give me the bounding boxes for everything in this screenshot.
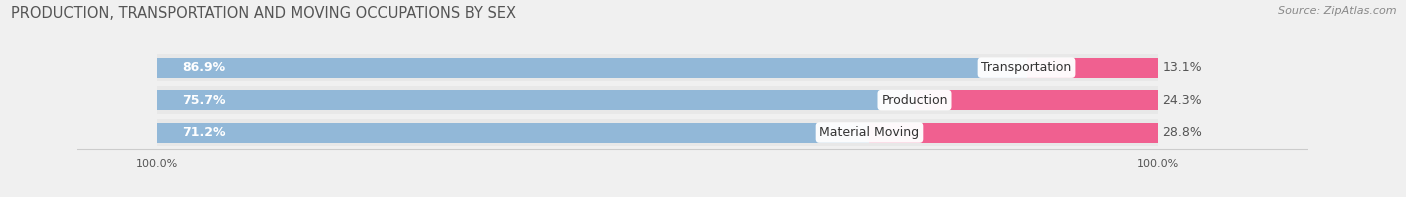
Bar [157,119,1157,146]
Text: 24.3%: 24.3% [1163,94,1202,107]
Bar [157,86,1157,114]
Text: 28.8%: 28.8% [1163,126,1202,139]
Bar [157,90,914,110]
Text: Source: ZipAtlas.com: Source: ZipAtlas.com [1278,6,1396,16]
Text: 75.7%: 75.7% [183,94,226,107]
Text: Production: Production [882,94,948,107]
Bar [157,123,869,143]
Text: PRODUCTION, TRANSPORTATION AND MOVING OCCUPATIONS BY SEX: PRODUCTION, TRANSPORTATION AND MOVING OC… [11,6,516,21]
Bar [1026,58,1157,78]
Bar [869,123,1157,143]
Bar [914,90,1157,110]
Text: Transportation: Transportation [981,61,1071,74]
Text: 86.9%: 86.9% [183,61,225,74]
Text: 71.2%: 71.2% [183,126,226,139]
Text: Material Moving: Material Moving [820,126,920,139]
Bar [157,58,1026,78]
Bar [157,54,1157,81]
Text: 13.1%: 13.1% [1163,61,1202,74]
